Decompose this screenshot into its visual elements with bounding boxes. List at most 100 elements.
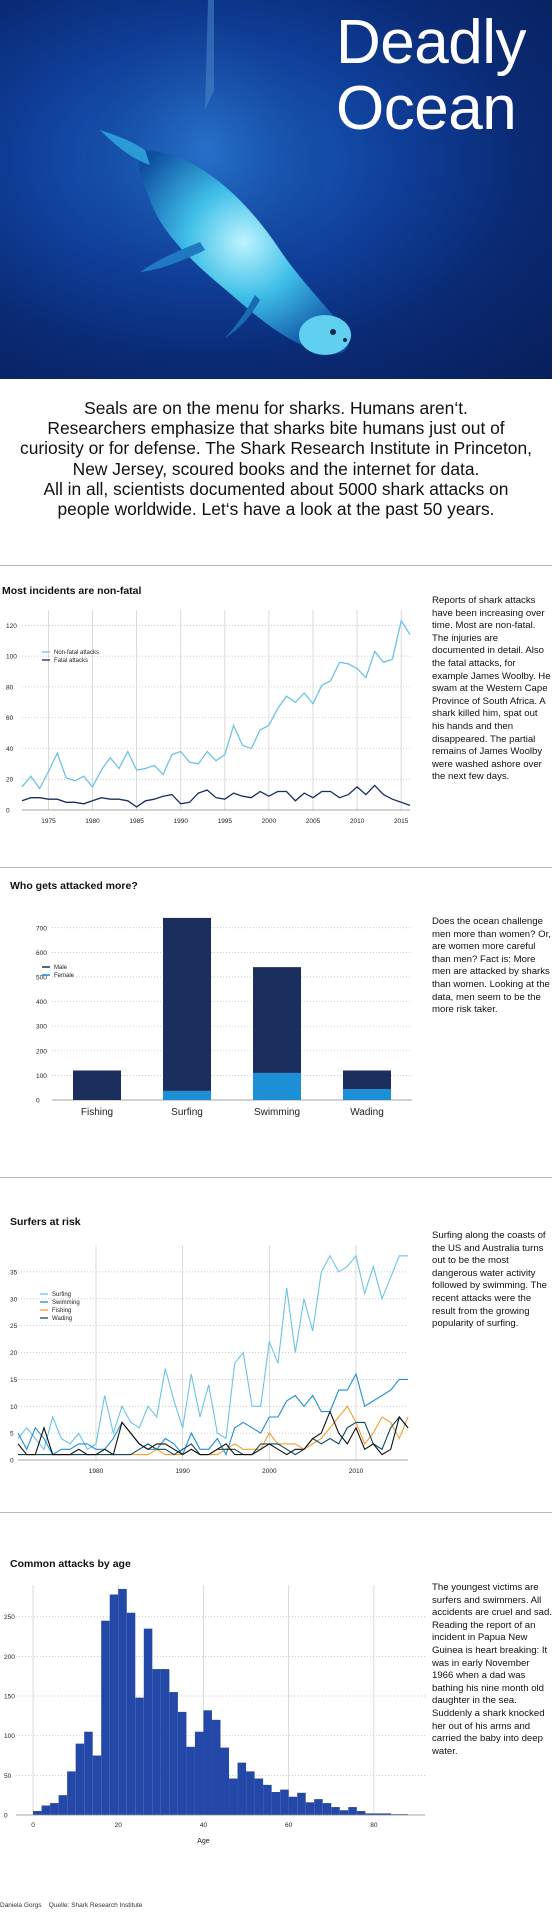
histogram-bar <box>50 1803 59 1815</box>
y-tick-label: 0 <box>36 1098 40 1105</box>
histogram-bar <box>186 1746 195 1815</box>
histogram-bar <box>237 1762 247 1815</box>
bar-segment <box>253 967 301 1073</box>
histogram-bar <box>365 1813 374 1815</box>
x-tick-label: 2010 <box>349 1468 364 1475</box>
section-divider <box>0 1177 552 1178</box>
intro-line: New Jersey, scoured books and the intern… <box>72 458 480 479</box>
histogram-bar <box>143 1628 153 1815</box>
page-title: Deadly Ocean <box>336 10 527 143</box>
histogram-bar <box>33 1811 42 1815</box>
histogram-bar <box>305 1802 315 1815</box>
histogram-bar <box>118 1588 127 1815</box>
age-histogram: 0 50 100 150 200 250 0 20 40 60 80 Age <box>4 1585 425 1845</box>
y-tick-label: 20 <box>6 777 14 784</box>
intro-line: curiosity or for defense. The Shark Rese… <box>20 438 532 459</box>
section-text-age: The youngest victims are surfers and swi… <box>432 1582 552 1757</box>
title-line-2: Ocean <box>336 74 517 143</box>
histogram-bar <box>135 1697 144 1815</box>
series-line <box>17 1254 408 1451</box>
series-line <box>21 619 411 790</box>
footer-author: Daniela Gorgs <box>0 1902 42 1909</box>
x-category-label: Fishing <box>81 1107 113 1118</box>
x-category-label: Swimming <box>254 1107 300 1118</box>
histogram-bar <box>67 1771 76 1815</box>
histogram-bar <box>331 1807 340 1815</box>
y-tick-label: 300 <box>36 1024 47 1031</box>
footer: Daniela Gorgs Quelle: Shark Research Ins… <box>0 1902 142 1909</box>
x-tick-label: 1980 <box>85 818 100 825</box>
histogram-bar <box>152 1669 161 1815</box>
x-tick-label: 2005 <box>306 818 321 825</box>
section-title-age: Common attacks by age <box>10 1558 131 1570</box>
histogram-bar <box>203 1710 212 1815</box>
bar-segment <box>163 917 211 1091</box>
x-tick-label: 20 <box>115 1822 123 1829</box>
histogram-bar <box>314 1799 323 1815</box>
legend-label: Surfing <box>52 1292 71 1298</box>
histogram-bar <box>92 1755 102 1815</box>
y-tick-label: 400 <box>36 999 47 1006</box>
gender-activity-bar-chart: 0 100 200 300 400 500 600 700 Fishing Surfing Swim… <box>36 917 412 1118</box>
intro-line: Researchers emphasize that sharks bite h… <box>47 418 505 439</box>
x-tick-label: 1985 <box>129 818 144 825</box>
y-tick-label: 25 <box>10 1323 18 1330</box>
y-tick-label: 30 <box>10 1296 18 1303</box>
non-fatal-line-chart: 0 20 40 60 80 100 120 1975 1980 1985 1990 1995 2000 2… <box>6 610 411 825</box>
y-tick-label: 0 <box>6 808 10 815</box>
x-category-label: Surfing <box>171 1107 203 1118</box>
y-tick-label: 500 <box>36 974 47 981</box>
legend-label: Swimming <box>52 1300 80 1306</box>
series-line <box>18 1405 409 1456</box>
y-tick-label: 700 <box>36 925 47 932</box>
section-title-surfers: Surfers at risk <box>10 1216 81 1228</box>
section-title-who-attacked: Who gets attacked more? <box>10 880 138 892</box>
x-tick-label: 80 <box>370 1822 378 1829</box>
bar-segment <box>253 1072 301 1100</box>
y-tick-label: 120 <box>6 623 17 630</box>
section-text-surfers: Surfing along the coasts of the US and A… <box>432 1230 547 1330</box>
y-tick-label: 200 <box>4 1654 15 1661</box>
y-tick-label: 100 <box>36 1073 47 1080</box>
section-title-non-fatal: Most incidents are non-fatal <box>2 585 142 597</box>
x-tick-label: 60 <box>285 1822 293 1829</box>
histogram-bar <box>356 1811 366 1815</box>
bar-segment <box>73 1070 121 1100</box>
y-tick-label: 15 <box>10 1377 18 1384</box>
y-tick-label: 100 <box>6 654 17 661</box>
bar-segment <box>163 1090 211 1100</box>
histogram-bar <box>373 1813 383 1815</box>
x-tick-label: 1995 <box>218 818 233 825</box>
histogram-bar <box>126 1612 136 1815</box>
histogram-bar <box>246 1771 255 1815</box>
y-tick-label: 80 <box>6 684 14 691</box>
y-tick-label: 250 <box>4 1614 15 1621</box>
histogram-bar <box>75 1743 85 1815</box>
x-tick-label: 0 <box>31 1822 35 1829</box>
histogram-bar <box>280 1789 289 1815</box>
legend-label: Female <box>54 973 75 979</box>
histogram-bar <box>177 1711 187 1815</box>
histogram-bar <box>322 1803 332 1815</box>
histogram-bar <box>160 1669 170 1815</box>
histogram-bar <box>41 1805 51 1815</box>
section-divider <box>0 867 552 868</box>
x-tick-label: 2000 <box>262 818 277 825</box>
hero-image: Deadly Ocean <box>0 0 552 379</box>
histogram-bar <box>348 1807 357 1815</box>
legend-label: Fishing <box>52 1308 71 1314</box>
histogram-bar <box>169 1692 178 1815</box>
histogram-bar <box>288 1796 298 1815</box>
y-tick-label: 35 <box>10 1269 18 1276</box>
x-tick-label: 1990 <box>173 818 188 825</box>
x-tick-label: 1975 <box>41 818 56 825</box>
y-tick-label: 5 <box>10 1431 14 1438</box>
legend-label: Male <box>54 965 68 971</box>
histogram-bar <box>297 1792 306 1815</box>
seal-illustration <box>85 0 351 355</box>
bar-segment <box>343 1070 391 1090</box>
histogram-bar <box>271 1792 281 1815</box>
y-tick-label: 50 <box>4 1773 12 1780</box>
series-line <box>17 1372 408 1456</box>
histogram-bar <box>194 1731 204 1815</box>
